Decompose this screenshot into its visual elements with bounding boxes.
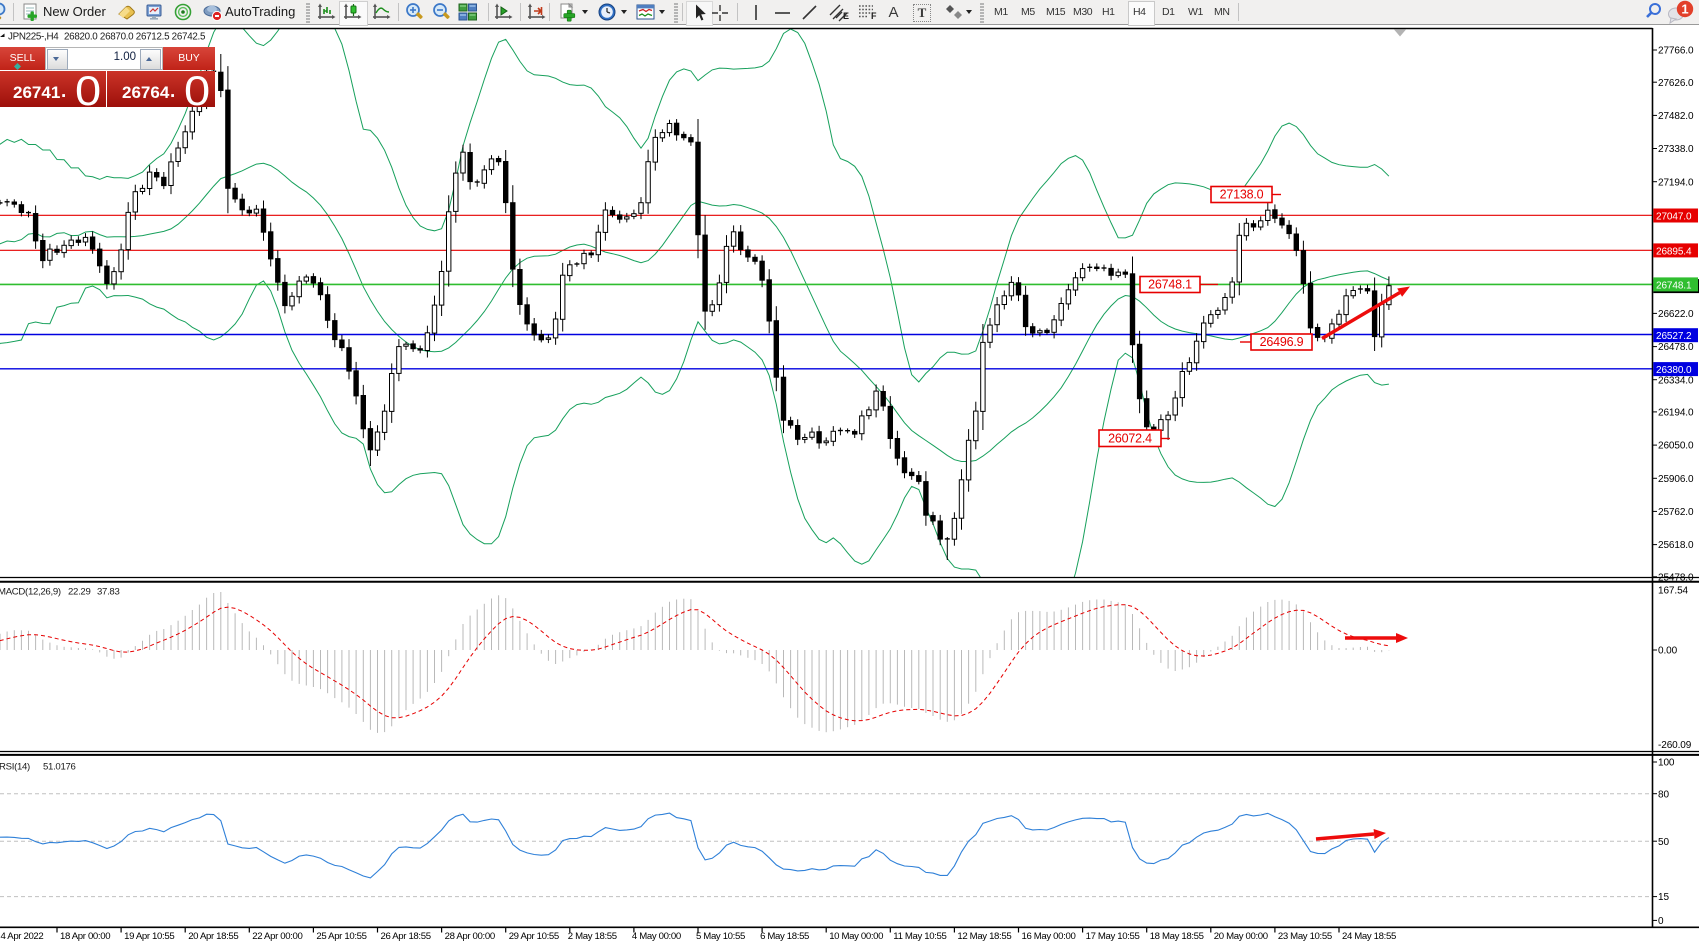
svg-text:26527.2: 26527.2 [1656, 331, 1692, 342]
svg-text:26748.1: 26748.1 [1656, 280, 1692, 291]
svg-text:2 May 18:55: 2 May 18:55 [568, 931, 617, 942]
svg-text:26194.0: 26194.0 [1658, 408, 1694, 419]
svg-text:0.00: 0.00 [1658, 646, 1678, 657]
svg-text:26748.1: 26748.1 [1148, 278, 1192, 292]
svg-text:26380.0: 26380.0 [1656, 365, 1692, 376]
svg-text:20 May 00:00: 20 May 00:00 [1214, 931, 1268, 942]
svg-text:MACD(12,26,9): MACD(12,26,9) [0, 587, 61, 598]
svg-text:RSI(14): RSI(14) [0, 762, 30, 773]
svg-text:JPN225-,H4: JPN225-,H4 [8, 32, 59, 43]
svg-text:27047.0: 27047.0 [1656, 212, 1692, 223]
svg-text:20 Apr 18:55: 20 Apr 18:55 [188, 931, 238, 942]
svg-text:25 Apr 10:55: 25 Apr 10:55 [316, 931, 366, 942]
svg-text:-260.09: -260.09 [1658, 740, 1692, 751]
svg-text:29 Apr 10:55: 29 Apr 10:55 [509, 931, 559, 942]
svg-text:10 May 00:00: 10 May 00:00 [829, 931, 883, 942]
svg-text:4 Apr 2022: 4 Apr 2022 [1, 931, 44, 942]
svg-text:26895.4: 26895.4 [1656, 246, 1692, 257]
svg-text:25618.0: 25618.0 [1658, 540, 1694, 551]
svg-text:167.54: 167.54 [1658, 586, 1689, 597]
svg-text:5 May 10:55: 5 May 10:55 [696, 931, 745, 942]
svg-text:27194.0: 27194.0 [1658, 177, 1694, 188]
svg-text:37.83: 37.83 [97, 587, 120, 598]
svg-text:50: 50 [1658, 837, 1669, 848]
svg-text:25478.0: 25478.0 [1658, 572, 1694, 583]
svg-text:26478.0: 26478.0 [1658, 342, 1694, 353]
svg-text:100: 100 [1658, 758, 1675, 769]
svg-text:27138.0: 27138.0 [1220, 188, 1264, 202]
svg-text:15: 15 [1658, 892, 1669, 903]
svg-text:26622.0: 26622.0 [1658, 309, 1694, 320]
svg-text:18 Apr 00:00: 18 Apr 00:00 [60, 931, 110, 942]
svg-text:26496.9: 26496.9 [1260, 335, 1304, 349]
svg-text:12 May 18:55: 12 May 18:55 [957, 931, 1011, 942]
svg-text:26072.4: 26072.4 [1108, 432, 1152, 446]
svg-text:80: 80 [1658, 789, 1669, 800]
svg-text:1: 1 [1681, 1, 1688, 16]
svg-text:26050.0: 26050.0 [1658, 441, 1694, 452]
svg-text:22 Apr 00:00: 22 Apr 00:00 [252, 931, 302, 942]
svg-text:26334.0: 26334.0 [1658, 375, 1694, 386]
svg-text:26 Apr 18:55: 26 Apr 18:55 [381, 931, 431, 942]
svg-text:4 May 00:00: 4 May 00:00 [632, 931, 681, 942]
svg-text:17 May 10:55: 17 May 10:55 [1086, 931, 1140, 942]
svg-text:6 May 18:55: 6 May 18:55 [760, 931, 809, 942]
svg-text:25762.0: 25762.0 [1658, 507, 1694, 518]
svg-text:27338.0: 27338.0 [1658, 144, 1694, 155]
svg-text:19 Apr 10:55: 19 Apr 10:55 [124, 931, 174, 942]
svg-text:18 May 18:55: 18 May 18:55 [1150, 931, 1204, 942]
svg-text:27626.0: 27626.0 [1658, 78, 1694, 89]
svg-text:0: 0 [1658, 916, 1664, 927]
svg-text:51.0176: 51.0176 [43, 762, 76, 773]
svg-text:27482.0: 27482.0 [1658, 111, 1694, 122]
svg-text:27766.0: 27766.0 [1658, 46, 1694, 57]
svg-text:23 May 10:55: 23 May 10:55 [1278, 931, 1332, 942]
svg-text:11 May 10:55: 11 May 10:55 [893, 931, 946, 942]
svg-text:22.29: 22.29 [68, 587, 91, 598]
svg-text:25906.0: 25906.0 [1658, 474, 1694, 485]
svg-text:16 May 00:00: 16 May 00:00 [1022, 931, 1076, 942]
svg-text:26820.0 26870.0 26712.5 26742.: 26820.0 26870.0 26712.5 26742.5 [64, 32, 206, 43]
svg-text:24 May 18:55: 24 May 18:55 [1342, 931, 1396, 942]
svg-text:28 Apr 00:00: 28 Apr 00:00 [445, 931, 495, 942]
